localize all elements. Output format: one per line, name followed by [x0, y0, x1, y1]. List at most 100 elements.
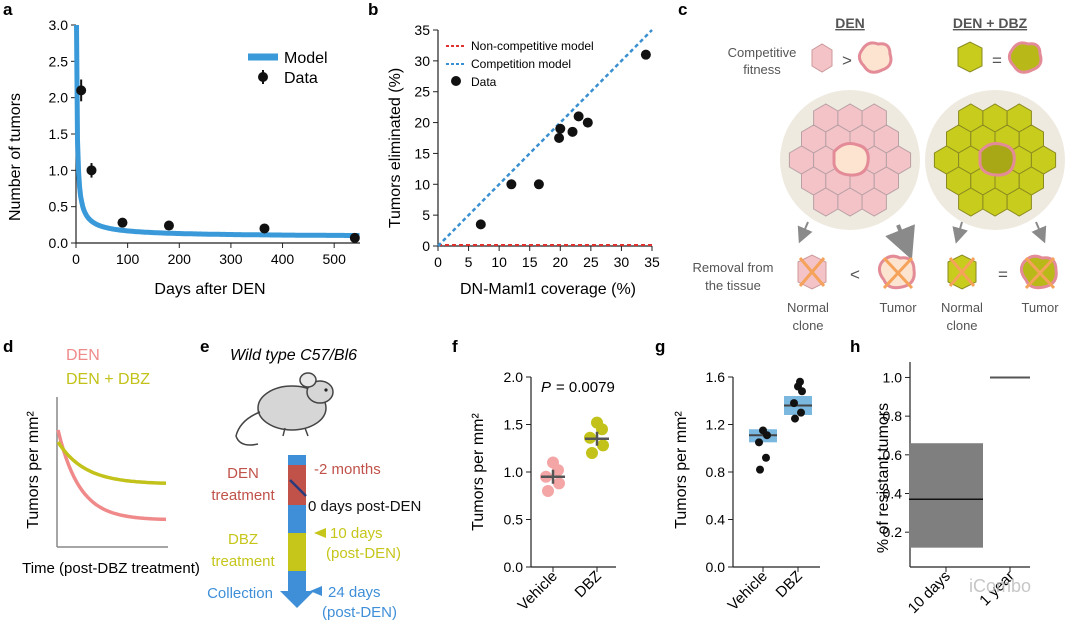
arrow-den-tumor [885, 224, 915, 260]
panel-h-ytick-label: 0.8 [883, 408, 903, 424]
panel-g-ytick-label: 0.4 [706, 512, 726, 528]
panel-g-ytick-label: 0.8 [706, 464, 726, 480]
panel-b-data-point [506, 179, 517, 190]
panel-f-ytick-label: 1.0 [504, 464, 524, 480]
timeline-collection-segment [288, 571, 306, 591]
panel-h-ytick-label: 0.6 [883, 447, 903, 463]
legend-comp-label: Competition model [471, 57, 571, 71]
panel-b-ytick-label: 0 [422, 238, 430, 254]
panel-g-data-point [796, 377, 804, 386]
panel-b-ytick-label: 35 [414, 22, 430, 38]
panel-a-xtick-label: 500 [323, 251, 347, 267]
timepoint-minus-2-months: -2 months [314, 461, 381, 478]
panel-d-dbz-curve [56, 441, 167, 485]
panel-a-data-point [163, 220, 174, 231]
panel-f-data-points [540, 416, 609, 497]
panel-b-data-point [554, 133, 565, 143]
collection-pointer [310, 586, 322, 596]
panel-a-data-points [76, 79, 360, 243]
panel-h-ylabel: % of resistant tumors [875, 403, 892, 553]
cross-icon-2 [882, 256, 914, 290]
panel-a-data-point [86, 165, 97, 176]
normal-label-1b: clone [792, 318, 823, 333]
panel-e-title: Wild type C57/Bl6 [230, 347, 357, 364]
collection-label: Collection [207, 585, 273, 602]
panel-a-xtick-label: 300 [219, 251, 243, 267]
panel-f-ytick-label: 2.0 [504, 369, 524, 385]
dbz-treatment-line2: treatment [211, 553, 275, 570]
panel-g-category-labels: Vehicle DBZ [725, 567, 806, 614]
panel-f-ytick-label: 0.0 [504, 559, 524, 575]
panel-b-data-point [567, 126, 578, 137]
dbz-pointer [314, 528, 326, 538]
den-treatment-line2: treatment [211, 487, 275, 504]
panel-a-ytick-label: 1.0 [49, 162, 69, 178]
den-hex-grid [788, 103, 912, 217]
panel-label-a: a [3, 0, 13, 19]
dbz-hex-cell [1006, 187, 1032, 217]
panel-label-g: g [655, 337, 665, 356]
timeline-top-segment [288, 455, 306, 465]
panel-label-f: f [452, 337, 458, 356]
panel-d-ylabel: Tumors per mm² [25, 411, 42, 529]
eq-sign: = [992, 51, 1002, 70]
panel-d-axes [56, 397, 168, 548]
panel-d-xlabel: Time (post-DBZ treatment) [22, 560, 200, 577]
panel-a-ytick-label: 2.5 [49, 53, 69, 69]
panel-g-data-point [791, 414, 799, 423]
panel-b-xtick-label: 0 [434, 254, 442, 270]
panel-b-data-point [640, 49, 651, 60]
panel-b-ylabel: Tumors eliminated (%) [387, 68, 404, 228]
legend-noncomp-label: Non-competitive model [471, 39, 594, 53]
panel-f-ytick-label: 0.5 [504, 512, 524, 528]
normal-label-2b: clone [946, 318, 977, 333]
panel-b-data-point [555, 123, 566, 134]
arrow-dbz-normal [952, 221, 968, 244]
panel-g-data-point [790, 399, 798, 408]
panel-a-ticks: 0.0 0.5 1.0 1.5 2.0 2.5 3.0 0 100 200 300 400 500 [49, 17, 347, 267]
panel-a-xlabel: Days after DEN [154, 281, 265, 298]
panel-c-fitness-line2: fitness [743, 62, 781, 77]
panel-c-fitness-line1: Competitive [728, 45, 797, 60]
tumor-label-2: Tumor [1021, 300, 1059, 315]
panel-g: g Tumors per mm² 0.0 0.4 0.8 1.2 1.6 Vehicle… [655, 337, 820, 614]
panel-g-ytick-label: 0.0 [706, 559, 726, 575]
legend-model-label: Model [284, 50, 328, 67]
panel-f-data-point [591, 416, 603, 429]
gt-sign: > [842, 51, 852, 70]
panel-g-category-label: Vehicle [725, 568, 771, 614]
panel-a-legend: Model Data [248, 50, 328, 87]
timeline-gap-segment [288, 505, 306, 533]
panel-h-category-label: 10 days [905, 568, 954, 617]
panel-b-data-point [573, 111, 584, 122]
panel-label-e: e [200, 337, 209, 356]
panel-b-data-point [533, 179, 544, 190]
panel-g-ytick-label: 1.2 [706, 417, 726, 433]
panel-a-ytick-label: 0.0 [49, 235, 69, 251]
panel-b-legend: Non-competitive model Competition model … [446, 39, 594, 89]
den-treatment-line1: DEN [227, 465, 259, 482]
panel-b-data-points [475, 49, 651, 230]
timepoint-10-days-line2: (post-DEN) [326, 545, 401, 562]
panel-a-data-point [117, 217, 128, 228]
panel-f-category-labels: Vehicle DBZ [515, 567, 605, 614]
panel-a-xtick-label: 200 [168, 251, 192, 267]
panel-label-h: h [850, 337, 860, 356]
panel-h-ytick-label: 0.2 [883, 524, 903, 540]
panel-b-xtick-label: 10 [491, 254, 507, 270]
den-tumor-clone [832, 142, 870, 177]
normal-cell-green-icon [957, 41, 983, 73]
panel-g-ytick-label: 1.6 [706, 369, 726, 385]
watermark: iCombo [969, 576, 1031, 596]
panel-g-boxes [749, 377, 812, 474]
panel-g-data-point [756, 465, 764, 474]
dbz-treatment-line1: DBZ [228, 531, 258, 548]
eq-sign-2: = [998, 265, 1008, 284]
panel-b-xtick-label: 35 [644, 254, 660, 270]
legend-data-label: Data [284, 70, 318, 87]
panel-a-ytick-label: 0.5 [49, 199, 69, 215]
panel-b-xtick-label: 20 [552, 254, 568, 270]
panel-b-ytick-label: 10 [414, 176, 430, 192]
panel-h-ytick-label: 1.0 [883, 369, 903, 385]
